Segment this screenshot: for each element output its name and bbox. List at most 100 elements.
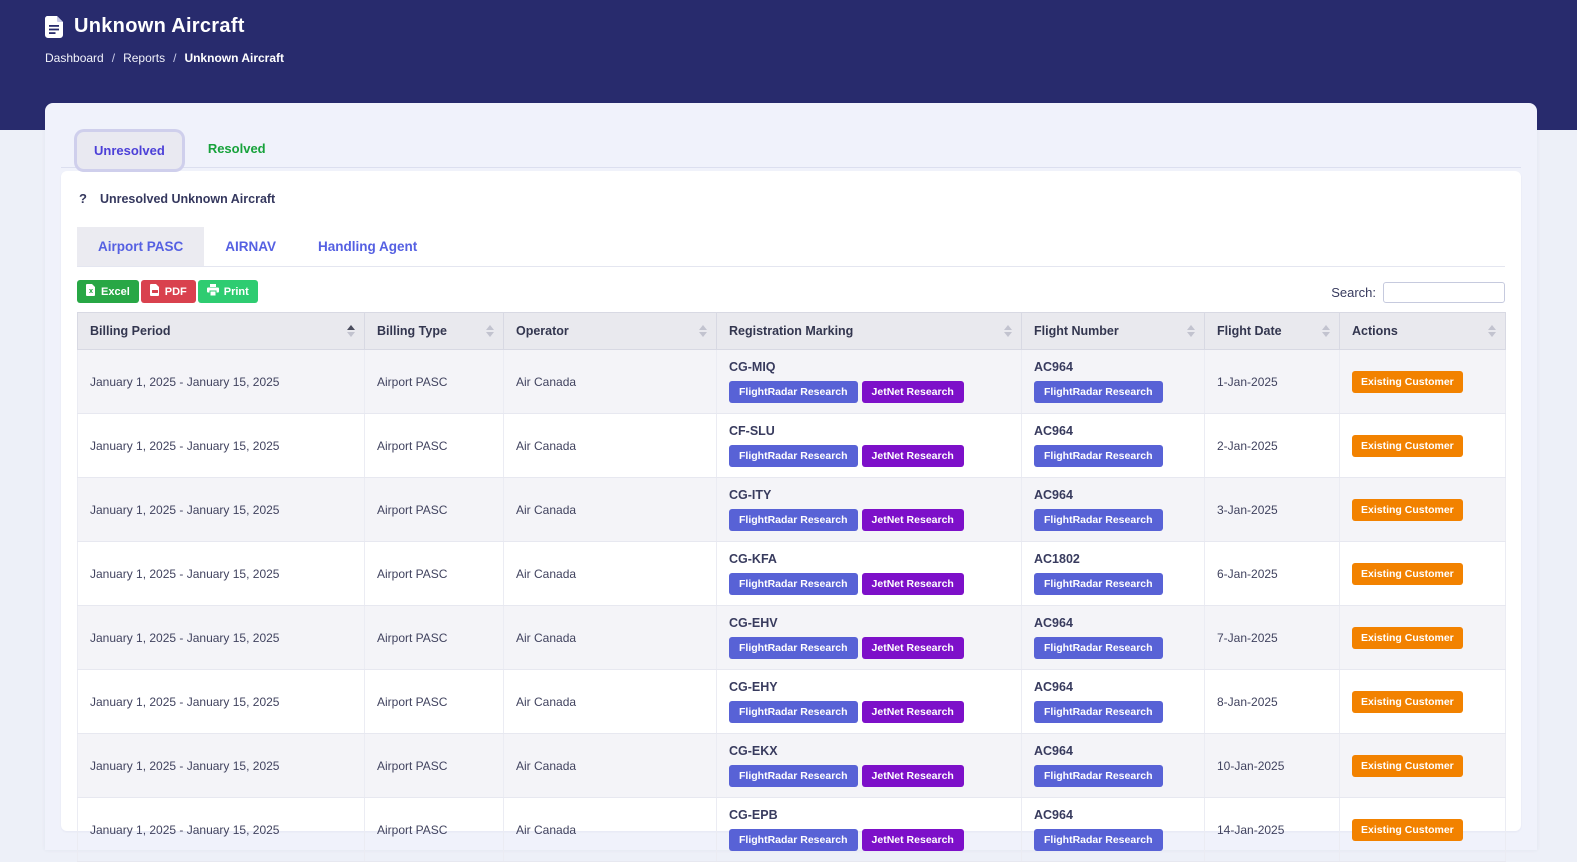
existing-customer-button[interactable]: Existing Customer <box>1352 434 1463 457</box>
flight-number: AC1802 <box>1034 552 1080 566</box>
column-header[interactable]: Actions <box>1339 312 1506 350</box>
registration-marking-cell: CG-MIQ FlightRadar Research JetNet Researc… <box>716 349 1022 414</box>
column-header[interactable]: Flight Date <box>1204 312 1340 350</box>
breadcrumb: Dashboard / Reports / Unknown Aircraft <box>45 51 1577 65</box>
existing-customer-button[interactable]: Existing Customer <box>1352 370 1463 393</box>
subtab-airport-pasc[interactable]: Airport PASC <box>77 227 205 266</box>
table-row: January 1, 2025 - January 15, 2025 Airpor… <box>77 349 1506 414</box>
flightradar-research-badge[interactable]: FlightRadar Research <box>1034 765 1163 787</box>
column-header[interactable]: Registration Marking <box>716 312 1022 350</box>
flightradar-research-badge[interactable]: FlightRadar Research <box>729 765 858 787</box>
column-header[interactable]: Operator <box>503 312 717 350</box>
registration-badges: FlightRadar Research JetNet Research <box>729 573 1009 595</box>
flightradar-research-badge[interactable]: FlightRadar Research <box>729 829 858 851</box>
billing-period-cell: January 1, 2025 - January 15, 2025 <box>77 541 365 606</box>
flight-number-cell: AC1802 FlightRadar Research <box>1021 541 1205 606</box>
excel-file-icon <box>86 284 96 299</box>
actions-cell: Existing Customer <box>1339 733 1506 798</box>
export-excel-button[interactable]: Excel <box>77 280 139 303</box>
billing-period-cell: January 1, 2025 - January 15, 2025 <box>77 413 365 478</box>
billing-type-cell: Airport PASC <box>364 605 504 670</box>
flightradar-research-badge[interactable]: FlightRadar Research <box>1034 573 1163 595</box>
flight-number-badges: FlightRadar Research <box>1034 573 1192 595</box>
actions-cell: Existing Customer <box>1339 349 1506 414</box>
flight-date-cell: 3-Jan-2025 <box>1204 477 1340 542</box>
table-row: January 1, 2025 - January 15, 2025 Airpor… <box>77 733 1506 798</box>
jetnet-research-badge[interactable]: JetNet Research <box>861 445 964 467</box>
search-label: Search: <box>1331 285 1376 300</box>
billing-period-cell: January 1, 2025 - January 15, 2025 <box>77 605 365 670</box>
actions-cell: Existing Customer <box>1339 669 1506 734</box>
jetnet-research-badge[interactable]: JetNet Research <box>861 573 964 595</box>
breadcrumb-separator: / <box>111 51 116 65</box>
search-control: Search: <box>1331 282 1505 303</box>
billing-period-cell: January 1, 2025 - January 15, 2025 <box>77 477 365 542</box>
billing-type-cell: Airport PASC <box>364 797 504 862</box>
operator-cell: Air Canada <box>503 797 717 862</box>
report-card: ? Unresolved Unknown Aircraft Airport PA… <box>61 171 1521 862</box>
column-header[interactable]: Billing Type <box>364 312 504 350</box>
existing-customer-button[interactable]: Existing Customer <box>1352 562 1463 585</box>
jetnet-research-badge[interactable]: JetNet Research <box>861 637 964 659</box>
flight-number-cell: AC964 FlightRadar Research <box>1021 605 1205 670</box>
billing-period-cell: January 1, 2025 - January 15, 2025 <box>77 669 365 734</box>
subtab-airnav[interactable]: AIRNAV <box>225 239 277 254</box>
breadcrumb-reports[interactable]: Reports <box>123 51 166 65</box>
subtab-handling-agent[interactable]: Handling Agent <box>318 239 418 254</box>
registration-marking: CG-EHV <box>729 616 778 630</box>
export-pdf-button[interactable]: PDF <box>140 280 196 303</box>
flightradar-research-badge[interactable]: FlightRadar Research <box>1034 509 1163 531</box>
flightradar-research-badge[interactable]: FlightRadar Research <box>1034 701 1163 723</box>
card-title: Unresolved Unknown Aircraft <box>99 191 276 206</box>
print-label: Print <box>223 285 249 298</box>
existing-customer-button[interactable]: Existing Customer <box>1352 754 1463 777</box>
column-header[interactable]: Flight Number <box>1021 312 1205 350</box>
billing-type-cell: Airport PASC <box>364 477 504 542</box>
existing-customer-button[interactable]: Existing Customer <box>1352 690 1463 713</box>
registration-badges: FlightRadar Research JetNet Research <box>729 445 1009 467</box>
sort-icon <box>699 325 707 337</box>
flight-number-badges: FlightRadar Research <box>1034 701 1192 723</box>
tab-unresolved[interactable]: Unresolved <box>77 132 182 169</box>
registration-marking-cell: CG-EHV FlightRadar Research JetNet Researc… <box>716 605 1022 670</box>
breadcrumb-dashboard[interactable]: Dashboard <box>45 51 104 65</box>
jetnet-research-badge[interactable]: JetNet Research <box>861 509 964 531</box>
sort-icon <box>347 325 355 337</box>
export-button-group: Excel PDF Print <box>77 280 258 303</box>
flight-date-cell: 6-Jan-2025 <box>1204 541 1340 606</box>
actions-cell: Existing Customer <box>1339 605 1506 670</box>
flightradar-research-badge[interactable]: FlightRadar Research <box>1034 637 1163 659</box>
existing-customer-button[interactable]: Existing Customer <box>1352 626 1463 649</box>
registration-badges: FlightRadar Research JetNet Research <box>729 637 1009 659</box>
flight-number-badges: FlightRadar Research <box>1034 637 1192 659</box>
flightradar-research-badge[interactable]: FlightRadar Research <box>729 701 858 723</box>
document-icon <box>45 15 63 38</box>
registration-badges: FlightRadar Research JetNet Research <box>729 509 1009 531</box>
breadcrumb-separator: / <box>173 51 177 65</box>
jetnet-research-badge[interactable]: JetNet Research <box>861 765 964 787</box>
tab-resolved[interactable]: Resolved <box>207 141 266 156</box>
column-header-label: Actions <box>1352 324 1398 338</box>
existing-customer-button[interactable]: Existing Customer <box>1352 498 1463 521</box>
jetnet-research-badge[interactable]: JetNet Research <box>861 701 964 723</box>
flightradar-research-badge[interactable]: FlightRadar Research <box>1034 381 1163 403</box>
print-button[interactable]: Print <box>197 280 258 303</box>
operator-cell: Air Canada <box>503 669 717 734</box>
flightradar-research-badge[interactable]: FlightRadar Research <box>729 573 858 595</box>
flightradar-research-badge[interactable]: FlightRadar Research <box>729 445 858 467</box>
flightradar-research-badge[interactable]: FlightRadar Research <box>729 637 858 659</box>
jetnet-research-badge[interactable]: JetNet Research <box>861 829 964 851</box>
operator-cell: Air Canada <box>503 413 717 478</box>
flightradar-research-badge[interactable]: FlightRadar Research <box>1034 829 1163 851</box>
column-header[interactable]: Billing Period <box>77 312 365 350</box>
existing-customer-button[interactable]: Existing Customer <box>1352 818 1463 841</box>
operator-cell: Air Canada <box>503 605 717 670</box>
flight-number-cell: AC964 FlightRadar Research <box>1021 669 1205 734</box>
flightradar-research-badge[interactable]: FlightRadar Research <box>729 509 858 531</box>
flightradar-research-badge[interactable]: FlightRadar Research <box>1034 445 1163 467</box>
flightradar-research-badge[interactable]: FlightRadar Research <box>729 381 858 403</box>
registration-marking-cell: CG-EHY FlightRadar Research JetNet Researc… <box>716 669 1022 734</box>
jetnet-research-badge[interactable]: JetNet Research <box>861 381 964 403</box>
search-input[interactable] <box>1383 282 1505 303</box>
registration-marking: CG-MIQ <box>729 360 776 374</box>
